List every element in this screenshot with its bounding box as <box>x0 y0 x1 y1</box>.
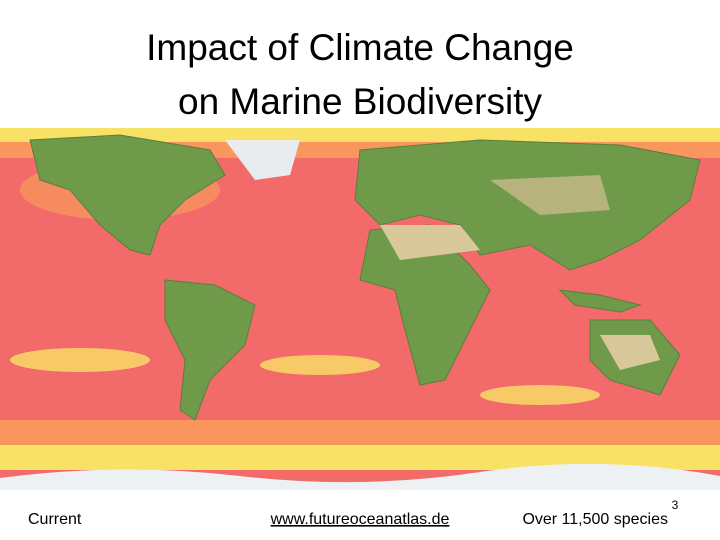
page-number: 3 <box>672 498 679 512</box>
world-map <box>0 128 720 490</box>
slide-title: on Marine Biodiversity <box>178 81 542 122</box>
footer-left: Current <box>28 511 82 528</box>
footer-link[interactable]: www.futureoceanatlas.de <box>270 511 450 528</box>
slide-title: Impact of Climate Change <box>146 27 574 68</box>
footer-right: Over 11,500 species <box>522 511 668 528</box>
